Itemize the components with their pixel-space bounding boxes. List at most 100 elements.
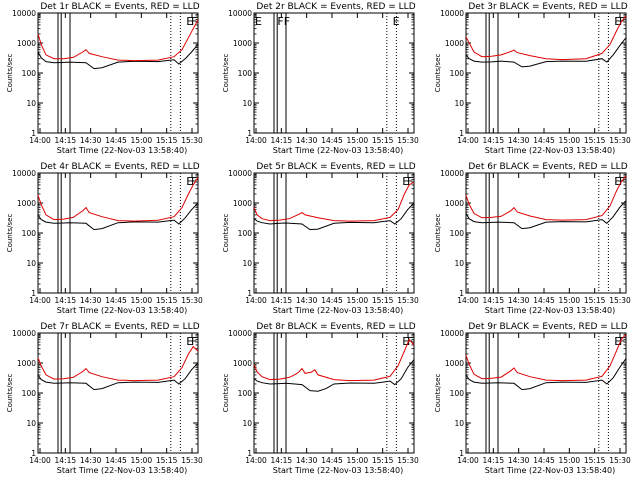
plot-title: Det 1r BLACK = Events, RED = LLD <box>40 2 199 12</box>
x-axis-label: Start Time (22-Nov-03 13:58:40) <box>485 466 615 475</box>
y-tick-label: 1000 <box>445 199 464 208</box>
flag-label: E <box>186 335 193 348</box>
x-tick-label: 15:00 <box>559 456 581 465</box>
x-tick-label: 14:15 <box>271 296 293 305</box>
x-tick-label: 14:00 <box>29 136 51 145</box>
y-axis-label: Counts/sec <box>434 374 442 413</box>
y-tick-label: 1 <box>247 449 252 458</box>
x-tick-label: 14:15 <box>55 136 77 145</box>
x-axis-label: Start Time (22-Nov-03 13:58:40) <box>485 146 615 155</box>
x-tick-label: 14:30 <box>296 456 318 465</box>
x-tick-label: 15:00 <box>131 296 153 305</box>
plot-frame <box>465 172 627 294</box>
y-tick-label: 1 <box>459 289 464 298</box>
flag-label: E <box>614 335 621 348</box>
x-axis-label: Start Time (22-Nov-03 13:58:40) <box>57 306 187 315</box>
x-tick-label: 15:15 <box>584 136 606 145</box>
flag-label: E <box>186 15 193 28</box>
x-tick-label: 15:15 <box>372 136 394 145</box>
x-tick-label: 14:30 <box>296 136 318 145</box>
y-tick-label: 100 <box>238 69 253 78</box>
x-tick-label: 14:45 <box>533 456 555 465</box>
series-line-lld <box>465 175 627 221</box>
y-tick-label: 100 <box>238 229 253 238</box>
plot-title: Det 8r BLACK = Events, RED = LLD <box>256 322 415 332</box>
flag-label: F <box>191 335 197 348</box>
x-tick-label: 14:45 <box>105 136 127 145</box>
y-tick-label: 1000 <box>445 359 464 368</box>
x-tick-label: 14:00 <box>457 296 479 305</box>
x-tick-label: 14:00 <box>245 136 267 145</box>
y-tick-label: 1 <box>459 129 464 138</box>
y-tick-label: 1000 <box>233 199 252 208</box>
plot-title: Det 9r BLACK = Events, RED = LLD <box>468 322 627 332</box>
y-tick-label: 1 <box>31 289 36 298</box>
series-line-lld <box>253 181 415 222</box>
y-tick-label: 100 <box>22 389 37 398</box>
flag-label: F <box>277 15 283 28</box>
x-tick-label: 14:15 <box>271 456 293 465</box>
flag-label: F <box>284 15 290 28</box>
x-tick-label: 14:00 <box>457 136 479 145</box>
x-axis-label: Start Time (22-Nov-03 13:58:40) <box>273 466 403 475</box>
series-line-events <box>37 362 199 391</box>
plot-panel-9: Det 9r BLACK = Events, RED = LLD 1 10 100 10… <box>434 322 631 475</box>
y-tick-label: 1 <box>459 449 464 458</box>
y-axis-label: Counts/sec <box>434 214 442 253</box>
y-tick-label: 10000 <box>12 169 36 178</box>
x-tick-label: 15:00 <box>347 456 369 465</box>
x-tick-label: 14:30 <box>80 296 102 305</box>
y-tick-label: 10000 <box>440 329 464 338</box>
plot-panel-3: Det 3r BLACK = Events, RED = LLD 1 10 100 10… <box>434 2 631 155</box>
x-tick-label: 14:45 <box>321 136 343 145</box>
plot-frame <box>37 12 199 134</box>
series-line-lld <box>465 15 627 61</box>
x-tick-label: 14:45 <box>105 456 127 465</box>
plot-frame <box>37 172 199 294</box>
plot-frame <box>253 172 415 294</box>
x-tick-label: 15:00 <box>347 136 369 145</box>
plot-title: Det 3r BLACK = Events, RED = LLD <box>468 2 627 12</box>
plot-frame <box>37 332 199 454</box>
series-line-lld <box>37 19 199 62</box>
y-axis-label: Counts/sec <box>222 54 230 93</box>
y-axis-label: Counts/sec <box>222 214 230 253</box>
series-line-events <box>253 359 415 392</box>
x-axis-label: Start Time (22-Nov-03 13:58:40) <box>57 466 187 475</box>
x-tick-label: 14:15 <box>55 296 77 305</box>
y-tick-label: 10000 <box>228 9 252 18</box>
y-tick-label: 10000 <box>440 169 464 178</box>
series-line-events <box>253 202 415 231</box>
y-tick-label: 10000 <box>12 9 36 18</box>
x-tick-label: 15:00 <box>559 136 581 145</box>
plot-frame <box>465 332 627 454</box>
flag-label: E <box>614 175 621 188</box>
plot-title: Det 2r BLACK = Events, RED = LLD <box>256 2 415 12</box>
x-axis-label: Start Time (22-Nov-03 13:58:40) <box>57 146 187 155</box>
y-tick-label: 10 <box>26 259 36 268</box>
x-tick-label: 14:30 <box>508 456 530 465</box>
x-axis-label: Start Time (22-Nov-03 13:58:40) <box>485 306 615 315</box>
series-line-lld <box>253 338 415 382</box>
flag-label: F <box>191 175 197 188</box>
x-tick-label: 14:45 <box>321 456 343 465</box>
y-axis-label: Counts/sec <box>222 374 230 413</box>
x-tick-label: 15:15 <box>584 456 606 465</box>
x-tick-label: 15:30 <box>181 136 203 145</box>
y-tick-label: 10 <box>454 259 464 268</box>
x-tick-label: 14:15 <box>483 296 505 305</box>
flag-label: E <box>402 335 409 348</box>
plot-panel-6: Det 6r BLACK = Events, RED = LLD 1 10 100 10… <box>434 162 631 315</box>
plot-frame <box>253 332 415 454</box>
y-tick-label: 1000 <box>17 359 36 368</box>
y-tick-label: 10 <box>454 99 464 108</box>
x-tick-label: 14:45 <box>533 136 555 145</box>
x-tick-label: 15:15 <box>372 296 394 305</box>
y-tick-label: 10 <box>242 419 252 428</box>
plot-frame <box>253 12 415 134</box>
flag-label: E <box>186 175 193 188</box>
y-axis-label: Counts/sec <box>434 54 442 93</box>
x-tick-label: 14:30 <box>296 296 318 305</box>
x-tick-label: 15:30 <box>609 456 631 465</box>
